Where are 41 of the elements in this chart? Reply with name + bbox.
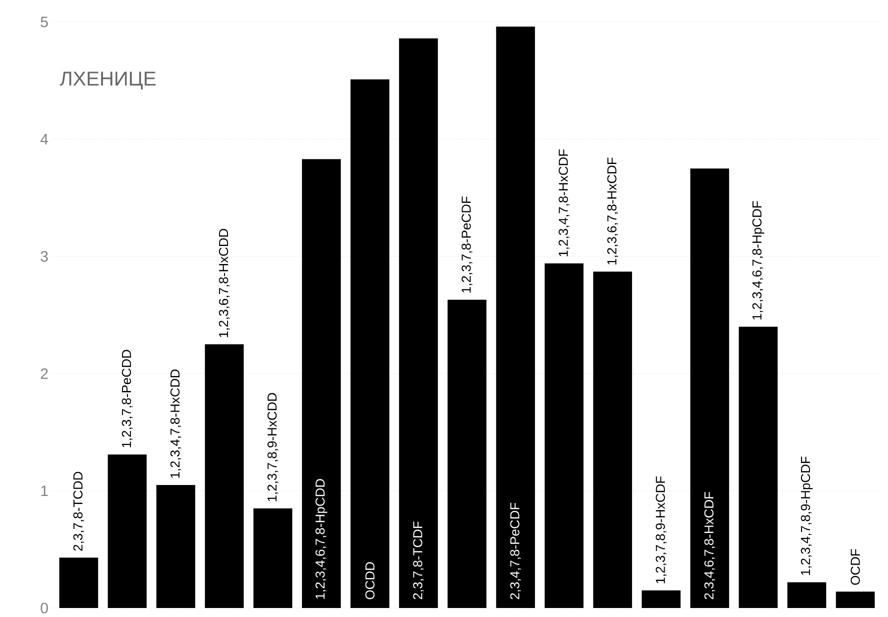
x-tick-label: 1,2,3,6,7,8-HxCDF xyxy=(607,158,618,264)
y-tick-label: 0 xyxy=(40,602,48,614)
bar xyxy=(108,454,147,608)
bar xyxy=(302,159,341,608)
bar xyxy=(593,272,632,608)
x-tick-label: 2,3,7,8-TCDD xyxy=(73,472,84,551)
bar xyxy=(253,508,292,608)
y-tick-label: 4 xyxy=(40,134,48,144)
x-tick-label: 1,2,3,7,8,9-HxCDD xyxy=(267,392,278,502)
bar xyxy=(787,582,826,608)
y-tick-label: 2 xyxy=(40,368,48,379)
text: ЛХЕНИЦЕ xyxy=(60,72,156,90)
y-tick-label: 5 xyxy=(40,16,48,28)
bar xyxy=(448,300,486,608)
y-tick-label: 3 xyxy=(40,251,48,262)
bar xyxy=(59,558,98,608)
bar xyxy=(156,484,196,608)
x-tick-label: 1,2,3,7,8-PeCDF xyxy=(462,196,472,293)
bar xyxy=(204,344,244,608)
x-tick-label: 1,2,3,4,7,8,9-HpCDF xyxy=(800,456,813,576)
x-tick-label: OCDD xyxy=(365,562,375,600)
x-tick-label: 1,2,3,7,8-PeCDD xyxy=(122,350,133,448)
bar xyxy=(642,590,681,608)
bar xyxy=(399,38,438,608)
x-tick-label: 1,2,3,6,7,8-HxCDD xyxy=(218,228,230,338)
x-tick-label: 2,3,4,6,7,8-HxCDF xyxy=(704,492,716,600)
bar xyxy=(690,168,730,608)
x-tick-label: 1,2,3,4,7,8-HxCDF xyxy=(558,149,570,256)
bar xyxy=(350,79,390,608)
y-tick-label: 1 xyxy=(41,486,48,496)
bar xyxy=(544,263,584,608)
bar xyxy=(738,326,778,608)
x-tick-label: 2,3,7,8-TCDF xyxy=(413,522,424,600)
x-tick-label: 1,2,3,4,7,8-HxCDD xyxy=(170,370,182,478)
x-tick-label: OCDF xyxy=(850,549,860,585)
x-tick-label: 1,2,3,4,6,7,8-HpCDF xyxy=(752,201,764,320)
x-tick-label: 2,3,4,7,8-PeCDF xyxy=(510,502,521,600)
bar xyxy=(836,592,875,608)
x-tick-label: 1,2,3,4,6,7,8-HpCDD xyxy=(316,479,328,599)
bar xyxy=(496,26,535,608)
x-tick-label: 1,2,3,7,8,9-HxCDF xyxy=(656,476,667,584)
